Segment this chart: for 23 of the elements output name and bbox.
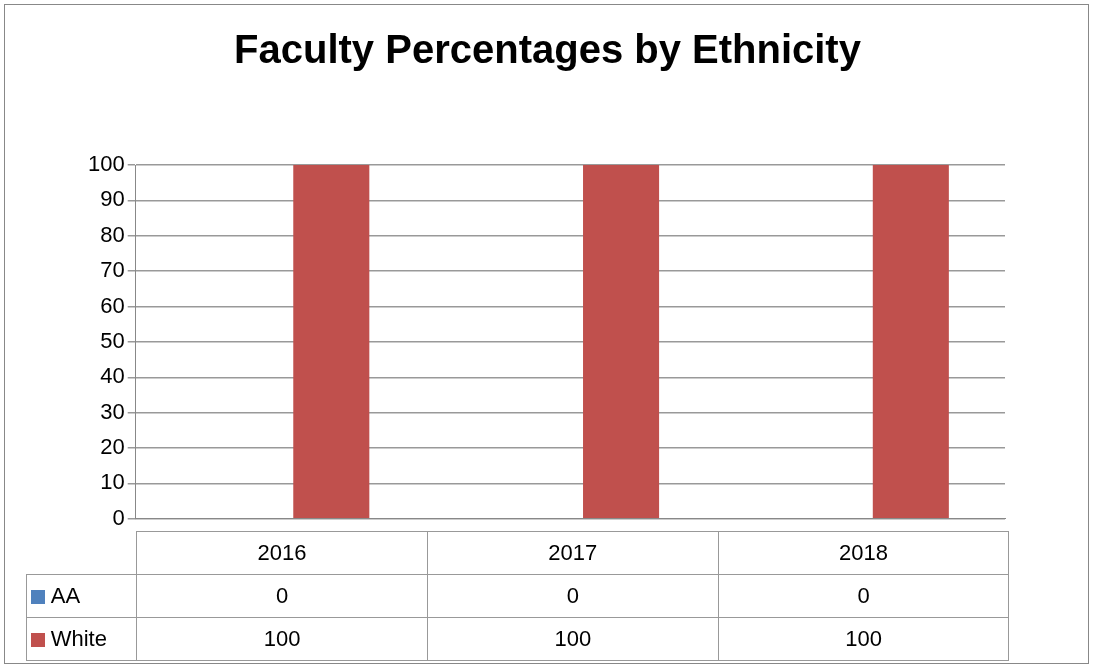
data-label: 100 <box>136 617 428 661</box>
chart-title: Faculty Percentages by Ethnicity <box>233 27 862 72</box>
x-tick-label: 2018 <box>718 531 1009 575</box>
y-tick-label: 20 <box>100 434 125 460</box>
x-tick-label: 2017 <box>427 531 719 575</box>
data-label: 0 <box>136 574 428 618</box>
y-tick-label: 30 <box>100 398 125 424</box>
y-tick-label: 0 <box>112 504 125 530</box>
data-label: 0 <box>427 574 719 618</box>
y-tick-label: 100 <box>87 151 125 177</box>
y-tick-label: 50 <box>100 327 125 353</box>
data-label: 0 <box>718 574 1009 618</box>
data-label: 100 <box>718 617 1009 661</box>
y-tick-label: 80 <box>100 221 125 247</box>
y-tick-label: 10 <box>100 469 125 495</box>
y-tick-label: 40 <box>100 363 125 389</box>
legend-label: White <box>50 625 107 651</box>
y-tick-label: 70 <box>100 257 125 283</box>
y-tick-label: 90 <box>100 186 125 212</box>
x-tick-label: 2016 <box>136 531 428 575</box>
data-label: 100 <box>427 617 719 661</box>
y-tick-label: 60 <box>100 292 125 318</box>
legend-label: AA <box>50 582 81 608</box>
